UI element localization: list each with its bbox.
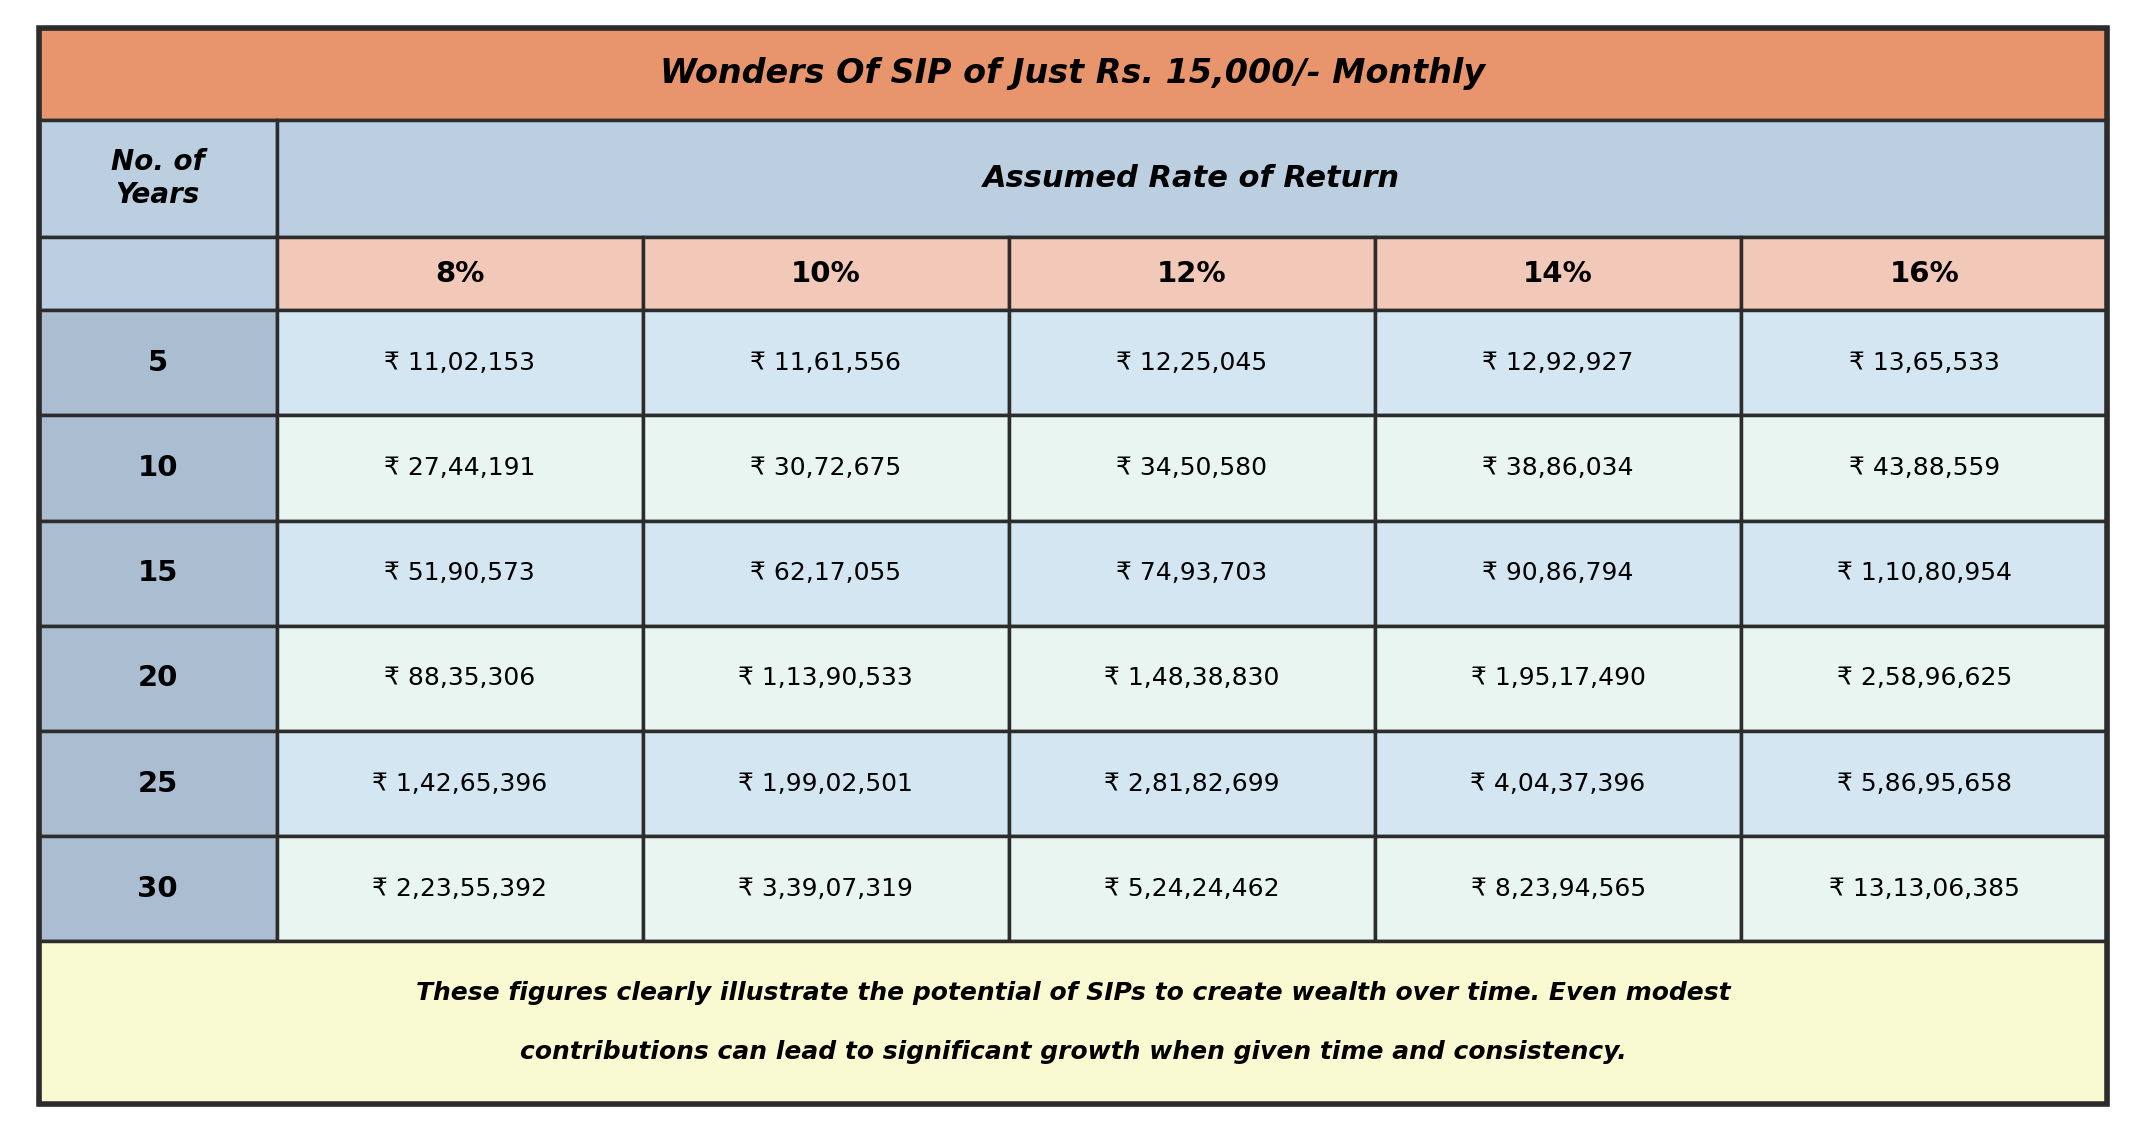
Text: ₹ 51,90,573: ₹ 51,90,573 [384,561,534,586]
Text: ₹ 12,25,045: ₹ 12,25,045 [1116,351,1268,374]
Text: ₹ 11,02,153: ₹ 11,02,153 [384,351,534,374]
Text: 10: 10 [137,454,178,482]
Bar [642,520,1009,626]
Bar [277,416,642,520]
Text: ₹ 13,65,533: ₹ 13,65,533 [1850,351,2000,374]
Bar [1376,237,1740,310]
Text: ₹ 1,48,38,830: ₹ 1,48,38,830 [1105,667,1279,690]
Text: 20: 20 [137,664,178,692]
Text: ₹ 30,72,675: ₹ 30,72,675 [751,456,901,480]
Bar [277,731,642,836]
Text: ₹ 1,95,17,490: ₹ 1,95,17,490 [1470,667,1646,690]
Text: 14%: 14% [1524,260,1592,288]
Text: 8%: 8% [436,260,485,288]
Text: ₹ 5,24,24,462: ₹ 5,24,24,462 [1105,877,1279,900]
Text: ₹ 27,44,191: ₹ 27,44,191 [384,456,534,480]
Bar [642,237,1009,310]
Text: 25: 25 [137,770,178,798]
Text: No. of
Years: No. of Years [112,148,204,209]
Text: ₹ 62,17,055: ₹ 62,17,055 [751,561,901,586]
Text: 12%: 12% [1157,260,1228,288]
Text: ₹ 34,50,580: ₹ 34,50,580 [1116,456,1268,480]
Bar [1740,731,2107,836]
Text: ₹ 5,86,95,658: ₹ 5,86,95,658 [1837,772,2011,796]
Bar [1376,626,1740,731]
Bar [39,416,277,520]
Text: 30: 30 [137,874,178,903]
Bar [39,28,2107,120]
Bar [39,310,277,416]
Bar [39,942,2107,1104]
Bar [39,836,277,942]
Bar [642,731,1009,836]
Bar [1009,310,1376,416]
Bar [1740,520,2107,626]
Bar [1376,836,1740,942]
Bar [1009,520,1376,626]
Text: ₹ 4,04,37,396: ₹ 4,04,37,396 [1470,772,1646,796]
Text: 10%: 10% [792,260,861,288]
Bar [642,836,1009,942]
Bar [1376,416,1740,520]
Text: 15: 15 [137,560,178,587]
Bar [39,120,277,237]
Bar [1009,836,1376,942]
Text: ₹ 2,23,55,392: ₹ 2,23,55,392 [371,877,547,900]
Text: ₹ 2,81,82,699: ₹ 2,81,82,699 [1105,772,1279,796]
Text: These figures clearly illustrate the potential of SIPs to create wealth over tim: These figures clearly illustrate the pot… [416,981,1730,1005]
Text: Assumed Rate of Return: Assumed Rate of Return [983,164,1401,193]
Bar [277,520,642,626]
Bar [1740,416,2107,520]
Text: ₹ 3,39,07,319: ₹ 3,39,07,319 [738,877,914,900]
Text: ₹ 8,23,94,565: ₹ 8,23,94,565 [1470,877,1646,900]
Bar [642,310,1009,416]
Text: ₹ 74,93,703: ₹ 74,93,703 [1116,561,1268,586]
Bar [1376,731,1740,836]
Text: ₹ 88,35,306: ₹ 88,35,306 [384,667,534,690]
Text: ₹ 38,86,034: ₹ 38,86,034 [1483,456,1633,480]
Text: ₹ 43,88,559: ₹ 43,88,559 [1848,456,2000,480]
Bar [277,310,642,416]
Bar [1740,626,2107,731]
Text: contributions can lead to significant growth when given time and consistency.: contributions can lead to significant gr… [519,1040,1627,1063]
Text: ₹ 2,58,96,625: ₹ 2,58,96,625 [1837,667,2013,690]
Text: ₹ 1,10,80,954: ₹ 1,10,80,954 [1837,561,2011,586]
Bar [1009,626,1376,731]
Text: ₹ 12,92,927: ₹ 12,92,927 [1483,351,1633,374]
Bar [277,626,642,731]
Bar [1009,237,1376,310]
Bar [1740,237,2107,310]
Bar [39,237,277,310]
Text: ₹ 13,13,06,385: ₹ 13,13,06,385 [1828,877,2019,900]
Bar [277,836,642,942]
Text: ₹ 1,42,65,396: ₹ 1,42,65,396 [371,772,547,796]
Bar [39,626,277,731]
Text: Wonders Of SIP of Just Rs. 15,000/- Monthly: Wonders Of SIP of Just Rs. 15,000/- Mont… [661,57,1485,91]
Bar [277,120,2107,237]
Bar [1009,731,1376,836]
Bar [1376,310,1740,416]
Bar [39,731,277,836]
Text: 5: 5 [148,348,167,377]
Text: ₹ 11,61,556: ₹ 11,61,556 [751,351,901,374]
Bar [642,626,1009,731]
Bar [1376,520,1740,626]
Text: ₹ 90,86,794: ₹ 90,86,794 [1483,561,1633,586]
Bar [642,416,1009,520]
Bar [277,237,642,310]
Text: ₹ 1,13,90,533: ₹ 1,13,90,533 [738,667,914,690]
Text: ₹ 1,99,02,501: ₹ 1,99,02,501 [738,772,914,796]
Bar [1009,416,1376,520]
Bar [39,520,277,626]
Bar [1740,310,2107,416]
Text: 16%: 16% [1888,260,1959,288]
Bar [1740,836,2107,942]
